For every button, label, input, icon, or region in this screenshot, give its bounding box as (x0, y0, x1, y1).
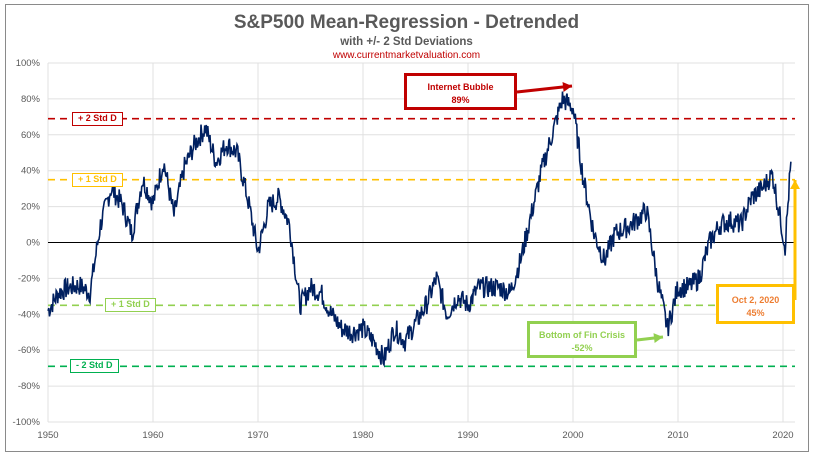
y-tick-label: -80% (18, 381, 41, 392)
x-tick-label: 1950 (37, 430, 58, 441)
reference-line-label-text: - 2 Std D (76, 360, 113, 371)
annotation-text: Oct 2, 2020 (731, 295, 780, 305)
reference-line-label-text: + 2 Std D (78, 112, 117, 123)
annotation-value: 45% (746, 308, 765, 318)
y-tick-label: 60% (21, 130, 41, 141)
annotation-box: Bottom of Fin Crisis -52% (527, 321, 637, 358)
chart-source: www.currentmarketvaluation.com (332, 50, 481, 61)
arrow-head-icon (790, 180, 800, 189)
y-tick-label: 80% (21, 94, 41, 105)
x-tick-label: 1960 (142, 430, 163, 441)
y-tick-label: 40% (21, 166, 41, 177)
annotation-box: Oct 2, 2020 45% (716, 284, 795, 324)
annotation-arrow (516, 84, 573, 94)
annotation-text: Internet Bubble (427, 82, 494, 92)
chart-frame (5, 4, 809, 452)
annotation-value: 89% (451, 95, 470, 105)
y-tick-label: -20% (18, 273, 41, 284)
reference-line-label-text: + 1 Std D (78, 173, 117, 184)
y-tick-label: 100% (16, 58, 41, 69)
x-tick-label: 1970 (247, 430, 268, 441)
reference-line-label: + 1 Std D (105, 298, 156, 313)
chart-title: S&P500 Mean-Regression - Detrended (233, 12, 580, 33)
y-tick-label: -100% (13, 417, 41, 428)
y-tick-label: 0% (26, 238, 40, 249)
reference-line-label-text: + 1 Std D (111, 299, 150, 310)
x-tick-label: 1990 (457, 430, 478, 441)
annotation-text: Bottom of Fin Crisis (539, 330, 625, 340)
y-tick-label: -40% (18, 309, 41, 320)
arrow-head-icon (653, 333, 663, 343)
chart-subtitle: with +/- 2 Std Deviations (340, 36, 473, 48)
series-line (47, 91, 792, 368)
reference-line-label: + 2 Std D (72, 111, 123, 126)
y-tick-label: -60% (18, 345, 41, 356)
x-tick-label: 1980 (352, 430, 373, 441)
x-tick-label: 2010 (667, 430, 688, 441)
annotation-value: -52% (571, 343, 593, 353)
reference-line-label: + 1 Std D (72, 172, 123, 187)
annotation-box: Internet Bubble 89% (404, 73, 517, 110)
arrow-head-icon (562, 82, 572, 92)
y-tick-label: 20% (21, 202, 41, 213)
x-tick-label: 2020 (772, 430, 793, 441)
reference-line-label: - 2 Std D (70, 359, 119, 374)
x-tick-label: 2000 (562, 430, 583, 441)
